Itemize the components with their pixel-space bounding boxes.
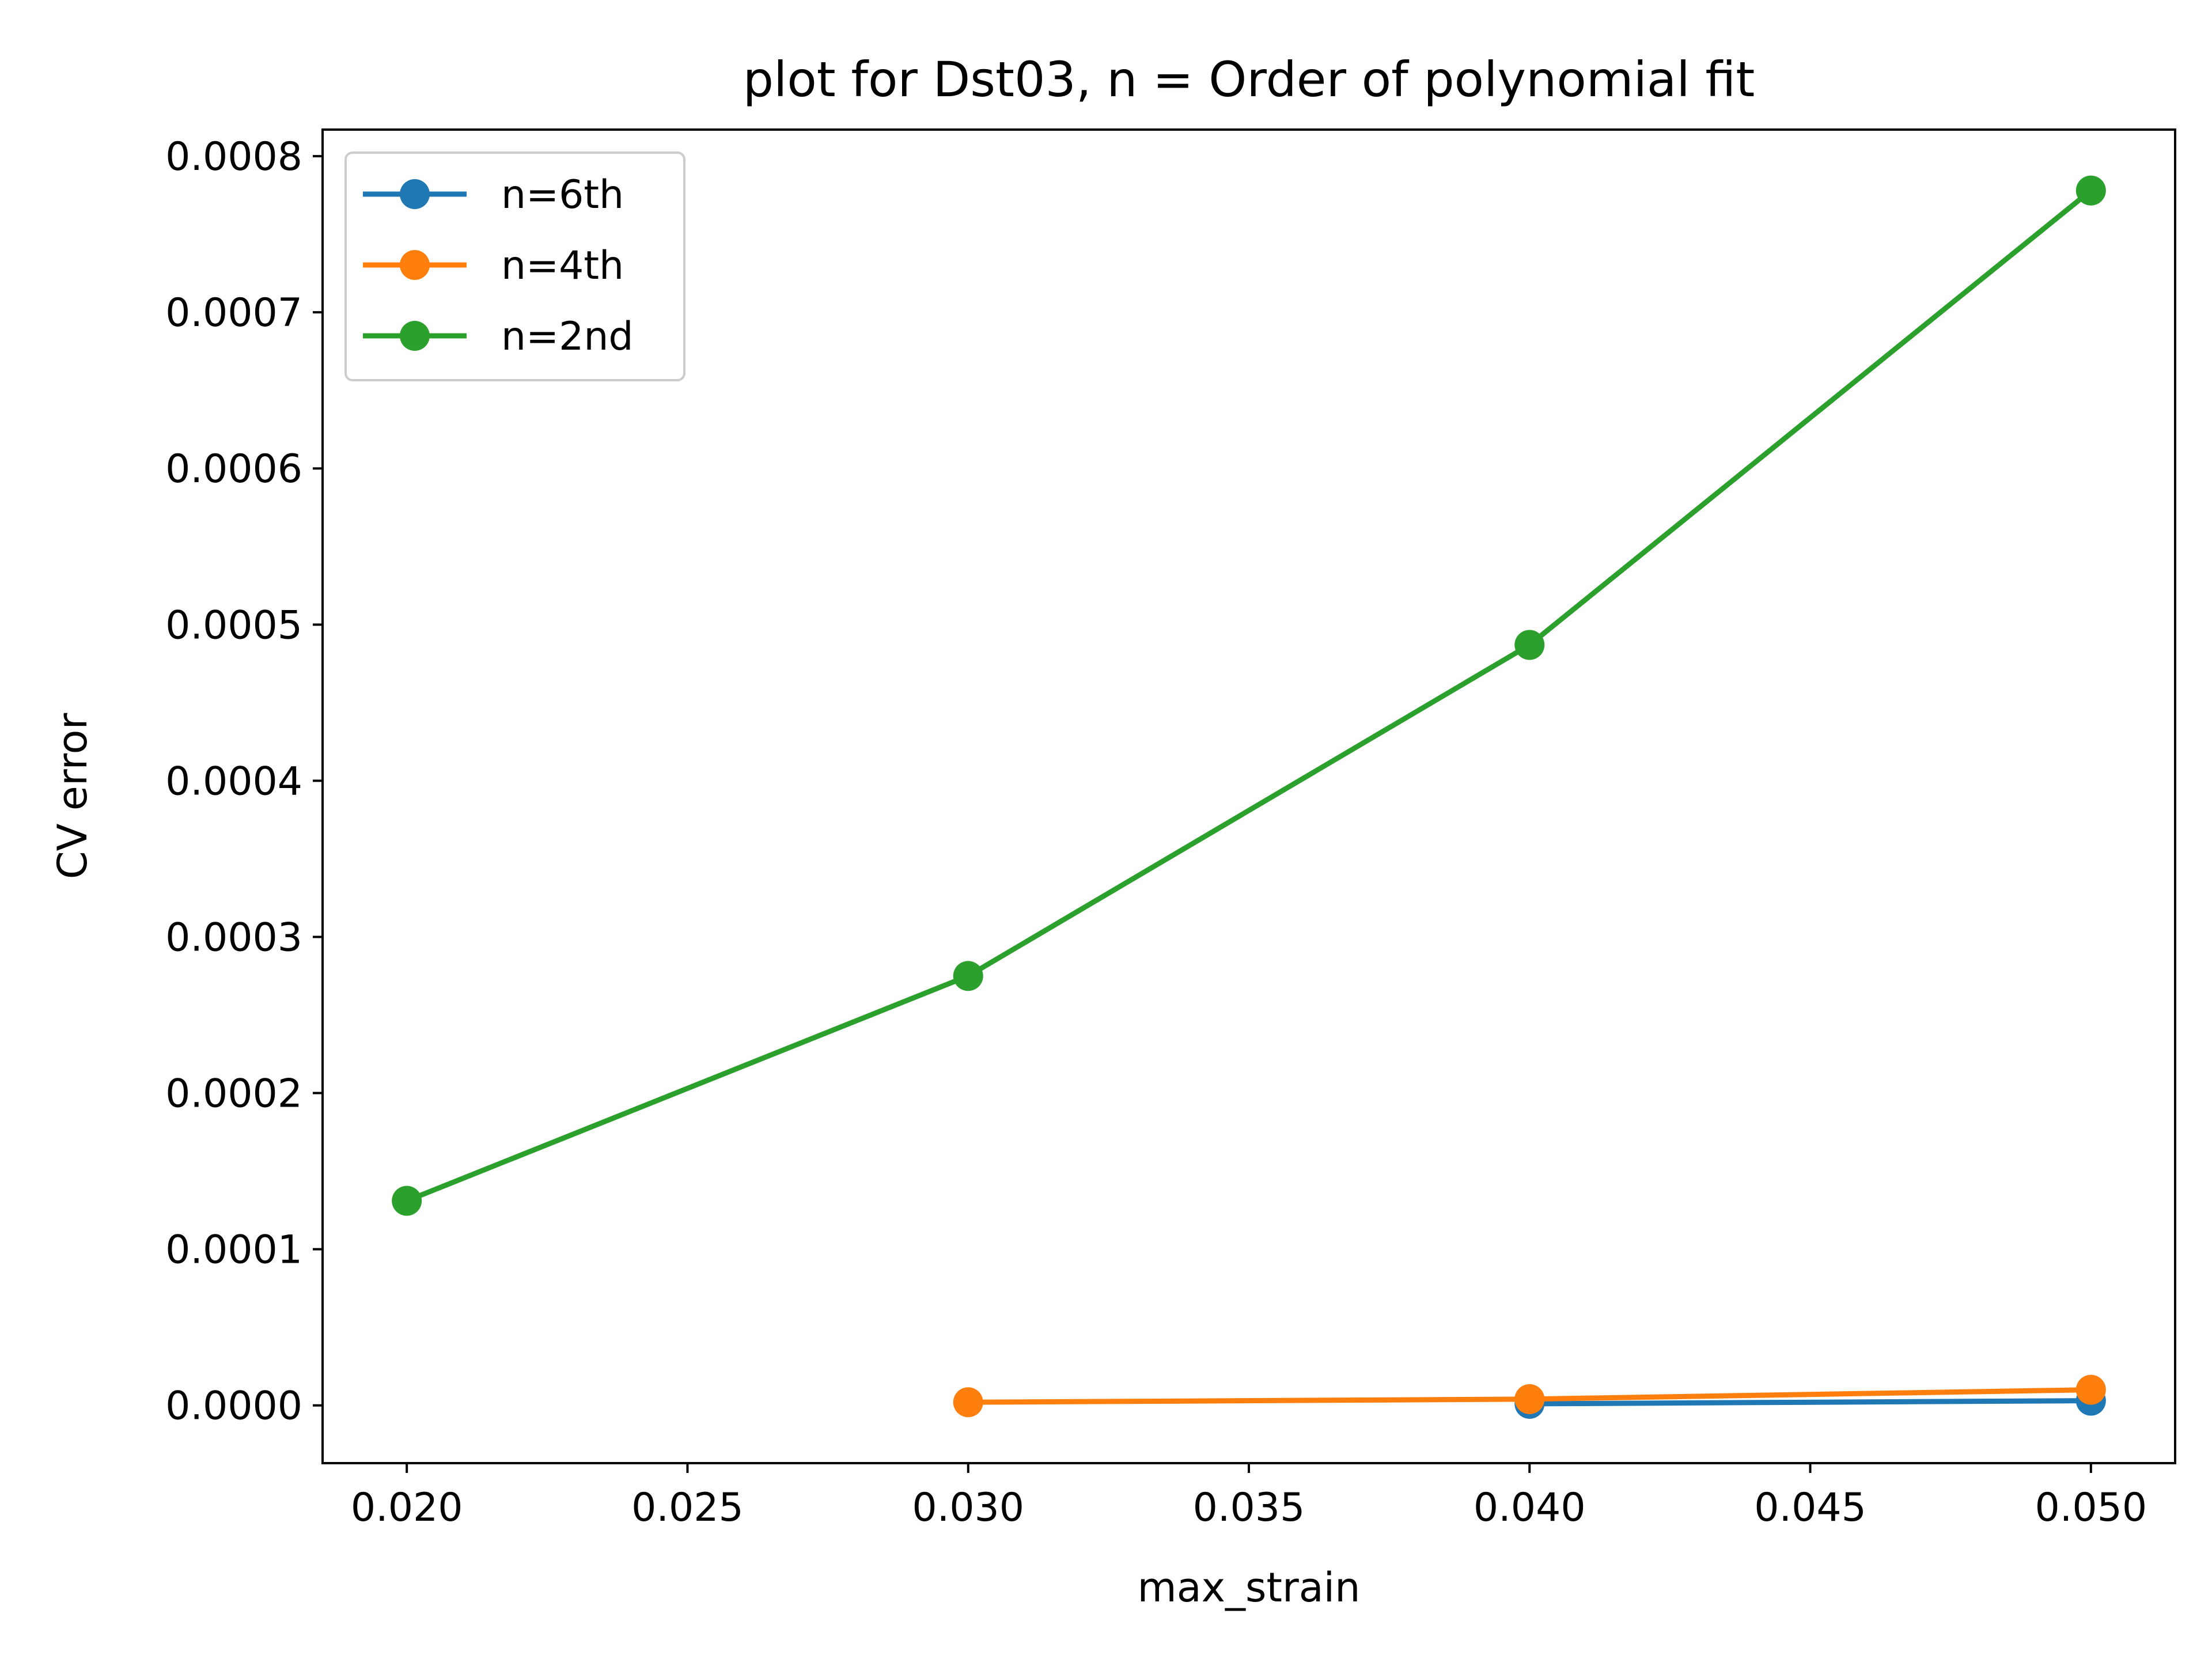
x-tick-label: 0.050 (2035, 1485, 2147, 1531)
y-tick-label: 0.0000 (165, 1384, 302, 1429)
x-tick-label: 0.020 (351, 1485, 463, 1531)
data-point (1514, 630, 1545, 660)
legend-item: n=2nd (363, 314, 634, 359)
series-line (403, 187, 2095, 1205)
series-layer (392, 175, 2106, 1419)
legend-marker (400, 179, 430, 209)
y-tick-label: 0.0003 (165, 915, 302, 960)
y-tick-label: 0.0007 (165, 290, 302, 336)
y-axis-label: CV error (49, 713, 96, 880)
legend: n=6th n=4th n=2nd (344, 151, 685, 381)
legend-item: n=6th (363, 172, 624, 218)
legend-label: n=4th (501, 243, 624, 289)
x-tick-label: 0.045 (1754, 1485, 1866, 1531)
data-point (392, 1185, 422, 1216)
y-axis: 0.0000 0.0001 0.0002 0.0003 0.0004 0.0005 0.00… (165, 134, 323, 1429)
x-axis: 0.020 0.025 0.030 0.035 0.040 0.045 0.050 (351, 1463, 2147, 1531)
y-tick-label: 0.0004 (165, 759, 302, 804)
legend-label: n=2nd (501, 314, 634, 359)
legend-box (344, 151, 685, 381)
legend-item: n=4th (363, 243, 624, 289)
x-tick-label: 0.040 (1474, 1485, 1586, 1531)
x-tick-label: 0.035 (1193, 1485, 1305, 1531)
data-point (2075, 1374, 2106, 1405)
data-point (953, 961, 983, 991)
y-tick-label: 0.0001 (165, 1228, 302, 1273)
data-point (1514, 1384, 1545, 1414)
y-tick-label: 0.0005 (165, 603, 302, 648)
legend-marker (400, 321, 430, 351)
y-tick-label: 0.0008 (165, 134, 302, 180)
legend-label: n=6th (501, 172, 624, 218)
y-tick-label: 0.0006 (165, 446, 302, 492)
data-point (2075, 175, 2106, 206)
series-n=2nd (392, 175, 2106, 1216)
data-point (953, 1387, 983, 1418)
legend-marker (400, 250, 430, 280)
series-line (1527, 1398, 2094, 1407)
x-tick-label: 0.025 (631, 1485, 744, 1531)
chart-title: plot for Dst03, n = Order of polynomial … (743, 51, 1755, 108)
x-tick-label: 0.030 (912, 1485, 1024, 1531)
y-tick-label: 0.0002 (165, 1071, 302, 1117)
series-n=4th (953, 1374, 2106, 1418)
x-axis-label: max_strain (1138, 1564, 1361, 1611)
